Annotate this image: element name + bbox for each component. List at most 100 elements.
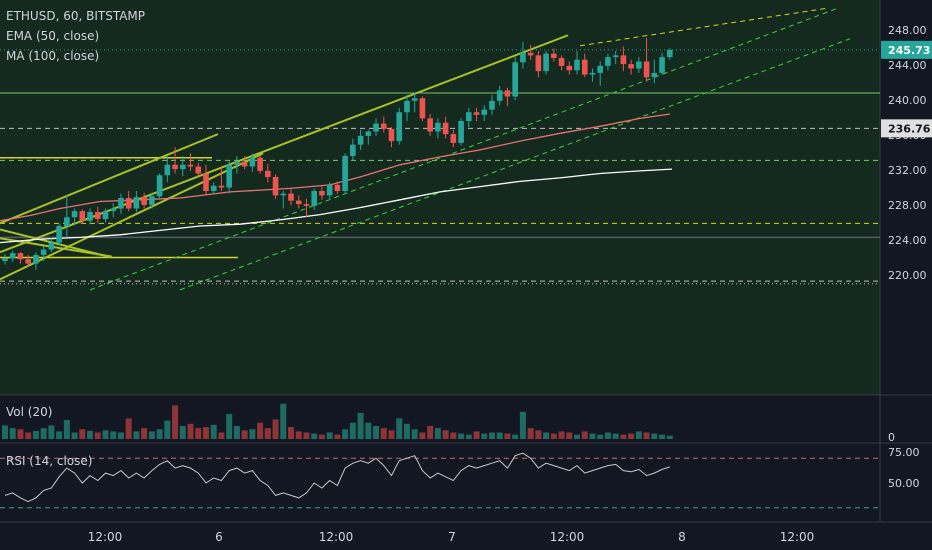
candle-body [643,61,650,78]
candle-body [334,184,341,191]
volume-bar [63,420,70,439]
volume-bar [519,411,526,439]
volume-bar [581,431,588,439]
candle-body [365,131,372,136]
volume-bar [396,418,403,439]
price-tick-label: 232.00 [888,164,927,177]
triangle-line[interactable] [0,228,113,259]
candle-body [319,191,325,196]
candle-body [56,226,62,243]
candle-body [9,253,16,259]
volume-bar [597,434,604,439]
volume-bar [17,429,24,439]
channel-group [0,7,851,291]
volume-bar [365,422,372,439]
channel-line[interactable] [89,7,839,291]
candle-body [651,72,658,78]
candle-body [288,193,294,201]
volume-bar [589,433,596,439]
volume-bar [427,425,434,439]
volume-bar [264,428,271,439]
channel-line[interactable] [579,7,829,47]
volume-bar [2,425,8,439]
candle-body [496,90,503,101]
candle-body [551,53,557,58]
candle-body [2,258,8,261]
candle-body [265,170,271,177]
volume-bar [241,430,248,439]
candle-body [342,156,348,191]
volume-bar [148,431,155,439]
volume-bar [496,432,503,439]
channel-line[interactable] [0,133,219,225]
price-tick-label: 224.00 [888,234,927,247]
volume-bar [334,434,341,439]
volume-bar [651,433,658,439]
volume-bar [164,420,171,439]
candle-body [589,72,596,75]
volume-bar [481,433,488,439]
time-tick-label: 12:00 [88,530,123,544]
candles[interactable] [2,37,673,270]
ma-legend[interactable]: MA (100, close) [6,49,100,63]
volume-label[interactable]: Vol (20) [6,405,53,419]
candle-body [48,242,55,250]
volume-bar [179,425,186,439]
volume-bar [434,428,441,439]
volume-bar [87,430,94,439]
candle-body [110,208,117,212]
volume-bar [620,434,627,439]
volume-bar [311,433,318,439]
grid [0,0,932,523]
time-tick-label: 12:00 [780,530,815,544]
candle-body [466,112,472,121]
volume-bar [574,434,581,439]
level-tag [881,119,932,138]
symbol-label[interactable]: ETHUSD, 60, BITSTAMP [6,9,146,23]
level-tag-text: 236.76 [888,122,931,135]
channel-line[interactable] [179,38,851,291]
horizontal-levels[interactable] [0,49,880,285]
time-tick-label: 12:00 [319,530,354,544]
candle-body [257,157,263,171]
volume-bar [458,433,465,439]
ema-legend[interactable]: EMA (50, close) [6,29,100,43]
rsi-label[interactable]: RSI (14, close) [6,454,93,468]
channel-lines[interactable] [0,7,851,291]
volume-bar [666,435,673,439]
candle-body [628,64,634,69]
candle-body [195,166,202,174]
volume-bar [349,422,356,439]
volume-bar [512,434,519,439]
volume-bar [202,427,209,439]
candle-body [187,164,194,167]
volume-bar [25,432,32,439]
volume-bar [141,428,148,439]
candle-body [350,144,356,156]
volume-bar [488,432,495,439]
candle-body [141,197,147,205]
candle-body [605,57,611,66]
volume-bar [318,434,325,439]
volume-bar [380,428,387,439]
candle-body [303,204,310,206]
volume-bar [56,431,63,439]
candle-body [435,122,441,132]
candle-body [79,211,86,221]
volume-bar [604,432,611,439]
rsi-tick-label: 75.00 [888,446,920,459]
candle-body [164,164,171,176]
candle-body [442,122,449,135]
candle-body [172,164,178,170]
candle-body [473,112,480,115]
candle-body [636,61,642,69]
volume-bar [94,432,101,439]
volume-bar [628,433,635,439]
volume-bar [326,432,333,439]
channel-line[interactable] [0,34,569,254]
volume-bar [117,432,124,439]
price-tick-label: 228.00 [888,199,927,212]
candle-body [620,55,627,65]
volume-bar [272,419,279,439]
